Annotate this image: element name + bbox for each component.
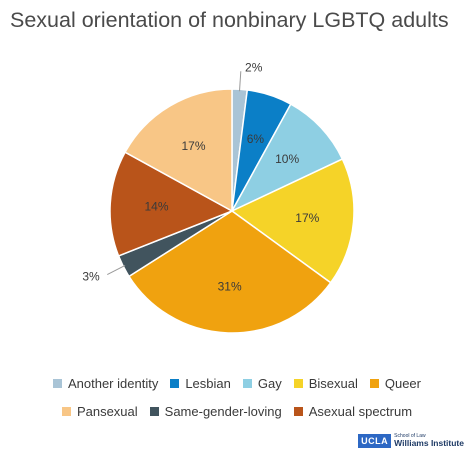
legend-item-bisexual: Bisexual (293, 376, 358, 391)
legend-item-queer: Queer (369, 376, 421, 391)
legend-swatch-gay (242, 379, 252, 388)
legend-swatch-asexual-spectrum (293, 407, 303, 416)
legend-row-2: Pansexual Same-gender-loving Asexual spect… (0, 404, 474, 419)
legend-swatch-another-identity (52, 379, 62, 388)
slice-label-pansexual: 17% (181, 139, 205, 153)
pie-slice-gay (230, 103, 344, 213)
legend-swatch-same-gender-loving (149, 407, 159, 416)
legend-label-gay: Gay (257, 376, 282, 391)
legend-row-1: Another identity Lesbian Gay Bisexual Queer (0, 376, 474, 391)
legend-item-another-identity: Another identity (52, 376, 159, 391)
ucla-williams-logo: UCLA School of Law Williams Institute (358, 434, 464, 448)
legend-item-asexual-spectrum: Asexual spectrum (293, 404, 413, 419)
pie-slice-bisexual (230, 158, 355, 284)
legend-item-pansexual: Pansexual (61, 404, 138, 419)
slice-label-asexual-spectrum: 14% (144, 199, 168, 213)
logo-institute: Williams Institute (394, 438, 464, 449)
legend-label-bisexual: Bisexual (308, 376, 358, 391)
slice-label-lesbian: 6% (247, 132, 265, 146)
slice-label-same-gender-loving: 3% (82, 269, 100, 283)
slice-label-another-identity: 2% (245, 60, 263, 74)
legend-item-lesbian: Lesbian (170, 376, 231, 391)
pie-slice-pansexual (124, 88, 233, 213)
legend-item-same-gender-loving: Same-gender-loving (149, 404, 282, 419)
legend-label-another-identity: Another identity (67, 376, 159, 391)
legend-label-queer: Queer (384, 376, 421, 391)
pie-slice-queer (127, 210, 332, 334)
chart-title: Sexual orientation of nonbinary LGBTQ ad… (10, 8, 449, 32)
slice-label-gay: 10% (275, 152, 299, 166)
logo-school: School of Law (394, 433, 426, 440)
logo-ucla: UCLA (358, 434, 392, 448)
legend-item-gay: Gay (242, 376, 282, 391)
legend-swatch-bisexual (293, 379, 303, 388)
pie-chart: 2% 6% 10% 17% 31% 3% 14% 17% (82, 60, 355, 334)
slice-label-queer: 31% (218, 280, 242, 294)
legend-swatch-queer (369, 379, 379, 388)
legend-swatch-lesbian (170, 379, 180, 388)
leader-line-another-identity (239, 71, 242, 92)
logo-text: School of Law Williams Institute (394, 434, 464, 448)
slice-label-bisexual: 17% (295, 211, 319, 225)
legend-label-same-gender-loving: Same-gender-loving (164, 404, 282, 419)
legend-label-lesbian: Lesbian (185, 376, 231, 391)
pie-slice-asexual-spectrum (109, 151, 234, 257)
legend-label-pansexual: Pansexual (76, 404, 138, 419)
leader-line-same-gender-loving (107, 265, 126, 276)
legend-label-asexual-spectrum: Asexual spectrum (308, 404, 413, 419)
legend-swatch-pansexual (61, 407, 71, 416)
